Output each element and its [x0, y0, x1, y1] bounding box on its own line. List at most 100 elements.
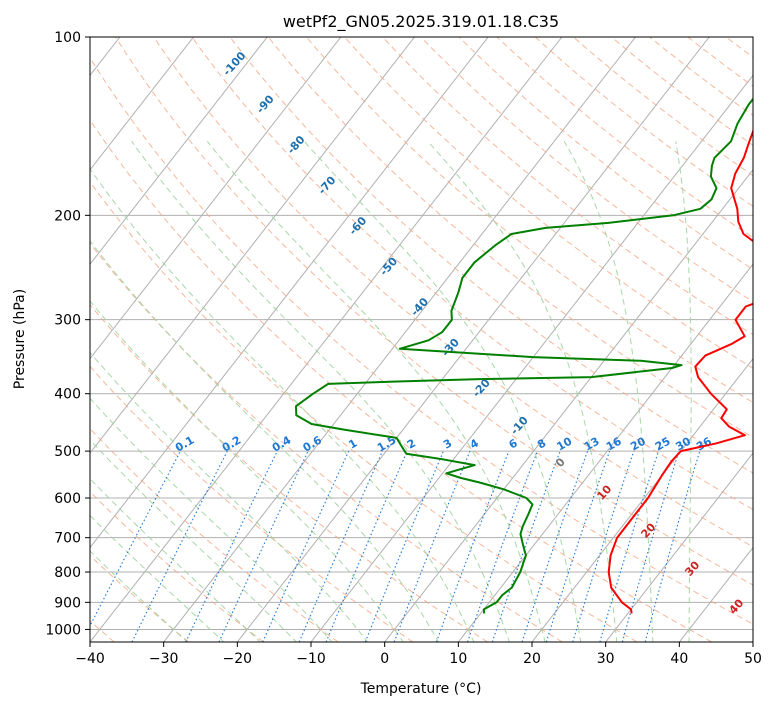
axis-ticks: −40 −30 −20 −10 0 10 20 30 40 5010020030040050060…	[45, 30, 762, 667]
y-tick-label: 400	[54, 387, 81, 403]
dry-adiabat-label: 40	[726, 596, 746, 616]
mixing-ratio-line	[131, 450, 228, 642]
guide-lines	[90, 37, 753, 642]
mixing-ratio-label: 3	[441, 437, 454, 452]
dry-adiabat-line	[344, 37, 753, 369]
moist-adiabat-line	[90, 351, 369, 642]
dry-adiabat-line	[90, 56, 753, 625]
dry-adiabat-label: -90	[254, 92, 277, 116]
mixing-ratio-line	[435, 450, 510, 642]
moist-adiabat-line	[90, 240, 440, 642]
isotherm-line	[310, 74, 753, 642]
dry-adiabat-line	[90, 119, 712, 642]
x-tick-label: 30	[597, 651, 615, 667]
mixing-ratio-line	[572, 450, 635, 642]
x-tick-label: −40	[75, 651, 105, 667]
dry-adiabat-label: -50	[377, 255, 400, 279]
dry-adiabat-line	[496, 37, 753, 239]
mixing-ratio-label: 4	[468, 436, 481, 451]
moist-adiabat-line	[90, 550, 189, 642]
mixing-ratio-line	[466, 450, 538, 642]
mixing-ratio-line	[185, 450, 278, 642]
mixing-ratio-label: 1	[346, 437, 359, 452]
dry-adiabat-line	[90, 304, 488, 642]
x-tick-label: 10	[449, 651, 467, 667]
moist-adiabat-line	[90, 300, 404, 642]
dry-adiabat-label: -80	[285, 133, 308, 157]
y-tick-label: 100	[54, 30, 81, 46]
isotherm-line	[236, 37, 710, 642]
moist-adiabat-line	[90, 397, 333, 642]
temperature-line	[607, 128, 753, 614]
x-tick-label: 50	[744, 651, 762, 667]
dry-adiabat-label: -60	[346, 214, 369, 238]
isotherm-line	[90, 37, 268, 266]
y-tick-label: 800	[54, 565, 81, 581]
dewpoint-line	[295, 97, 753, 614]
dry-adiabat-label: 0	[553, 455, 568, 470]
isotherm-line	[457, 263, 753, 642]
mixing-ratio-line	[218, 450, 309, 642]
dry-adiabat-line	[90, 181, 638, 642]
y-tick-label: 900	[54, 595, 81, 611]
mixing-ratio-line	[545, 450, 611, 642]
mixing-ratio-line	[621, 450, 680, 642]
mixing-ratio-line	[491, 450, 561, 642]
moist-adiabat-line	[90, 478, 261, 642]
moist-adiabat-line	[675, 141, 692, 642]
chart-title: wetPf2_GN05.2025.319.01.18.C35	[283, 12, 559, 32]
y-tick-label: 200	[54, 208, 81, 224]
moist-adiabat-line	[303, 140, 582, 642]
isotherm-line	[90, 37, 342, 360]
dry-adiabat-label: -10	[508, 414, 531, 438]
isotherm-line	[531, 357, 753, 642]
dry-adiabat-line	[420, 37, 753, 303]
isotherm-line	[90, 37, 489, 549]
y-tick-label: 500	[54, 444, 81, 460]
guide-labels: 0.1 0.2 0.4 0.6 1 1.5 2 3 4 6 8 10 13 16 20 25 30 36-100-…	[173, 49, 747, 617]
x-tick-label: 40	[670, 651, 688, 667]
dry-adiabat-line	[687, 37, 753, 87]
mixing-ratio-line	[521, 450, 589, 642]
x-tick-label: −20	[223, 651, 253, 667]
isotherm-line	[163, 37, 636, 642]
mixing-ratio-line	[262, 450, 350, 642]
dry-adiabat-line	[90, 427, 339, 642]
isotherm-line	[605, 452, 753, 642]
mixing-ratio-line	[90, 450, 181, 628]
mixing-ratio-line	[644, 450, 701, 642]
dry-adiabat-line	[191, 37, 753, 511]
dry-adiabat-line	[153, 37, 753, 548]
mixing-ratio-line	[599, 450, 660, 642]
mixing-ratio-line	[325, 450, 408, 642]
dry-adiabat-label: -30	[439, 336, 462, 360]
y-tick-label: 600	[54, 491, 81, 507]
y-tick-label: 1000	[45, 622, 81, 638]
dry-adiabat-label: -70	[316, 173, 339, 197]
x-tick-label: −10	[296, 651, 326, 667]
moist-adiabat-line	[206, 140, 546, 642]
y-tick-label: 300	[54, 313, 81, 329]
dry-adiabat-label: -100	[220, 49, 248, 78]
dry-adiabat-label: -40	[408, 295, 431, 319]
dry-adiabat-line	[382, 37, 753, 336]
dry-adiabat-line	[90, 242, 563, 642]
mixing-ratio-label: 6	[507, 436, 520, 451]
profile-lines	[295, 97, 753, 614]
moist-adiabat-line	[90, 168, 475, 642]
isotherm-line	[90, 37, 194, 171]
dry-adiabat-label: 30	[682, 558, 702, 578]
plot-frame	[89, 36, 754, 643]
moist-adiabat-line	[427, 140, 618, 642]
dry-adiabat-line	[267, 37, 753, 438]
dry-adiabat-line	[573, 37, 753, 177]
dry-adiabat-line	[229, 37, 753, 474]
mixing-ratio-line	[298, 450, 384, 642]
mixing-ratio-label: 8	[535, 437, 548, 452]
mixing-ratio-line	[364, 450, 444, 642]
y-tick-label: 700	[54, 531, 81, 547]
isotherm-line	[90, 37, 415, 454]
dry-adiabat-line	[115, 37, 753, 586]
moist-adiabat-line	[131, 141, 510, 642]
x-tick-label: −30	[149, 651, 179, 667]
